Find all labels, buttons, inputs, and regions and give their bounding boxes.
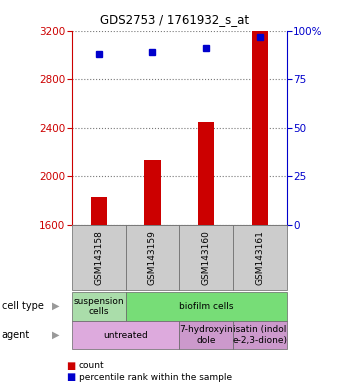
Text: biofilm cells: biofilm cells xyxy=(179,302,233,311)
Text: agent: agent xyxy=(2,330,30,340)
Text: GSM143161: GSM143161 xyxy=(256,230,265,285)
Text: GSM143158: GSM143158 xyxy=(94,230,103,285)
Text: GSM143159: GSM143159 xyxy=(148,230,157,285)
Text: ▶: ▶ xyxy=(52,301,60,311)
Text: cell type: cell type xyxy=(2,301,44,311)
Bar xyxy=(198,122,214,225)
Text: ▶: ▶ xyxy=(52,330,60,340)
Text: percentile rank within the sample: percentile rank within the sample xyxy=(79,372,232,382)
Text: 7-hydroxyin
dole: 7-hydroxyin dole xyxy=(180,325,233,345)
Text: ■: ■ xyxy=(66,372,76,382)
Bar xyxy=(252,31,268,225)
Text: count: count xyxy=(79,361,104,370)
Text: GSM143160: GSM143160 xyxy=(202,230,211,285)
Text: isatin (indol
e-2,3-dione): isatin (indol e-2,3-dione) xyxy=(233,325,288,345)
Bar xyxy=(91,197,107,225)
Bar xyxy=(145,161,161,225)
Text: GDS2753 / 1761932_s_at: GDS2753 / 1761932_s_at xyxy=(100,13,250,26)
Text: untreated: untreated xyxy=(103,331,148,339)
Text: suspension
cells: suspension cells xyxy=(74,296,124,316)
Text: ■: ■ xyxy=(66,361,76,371)
